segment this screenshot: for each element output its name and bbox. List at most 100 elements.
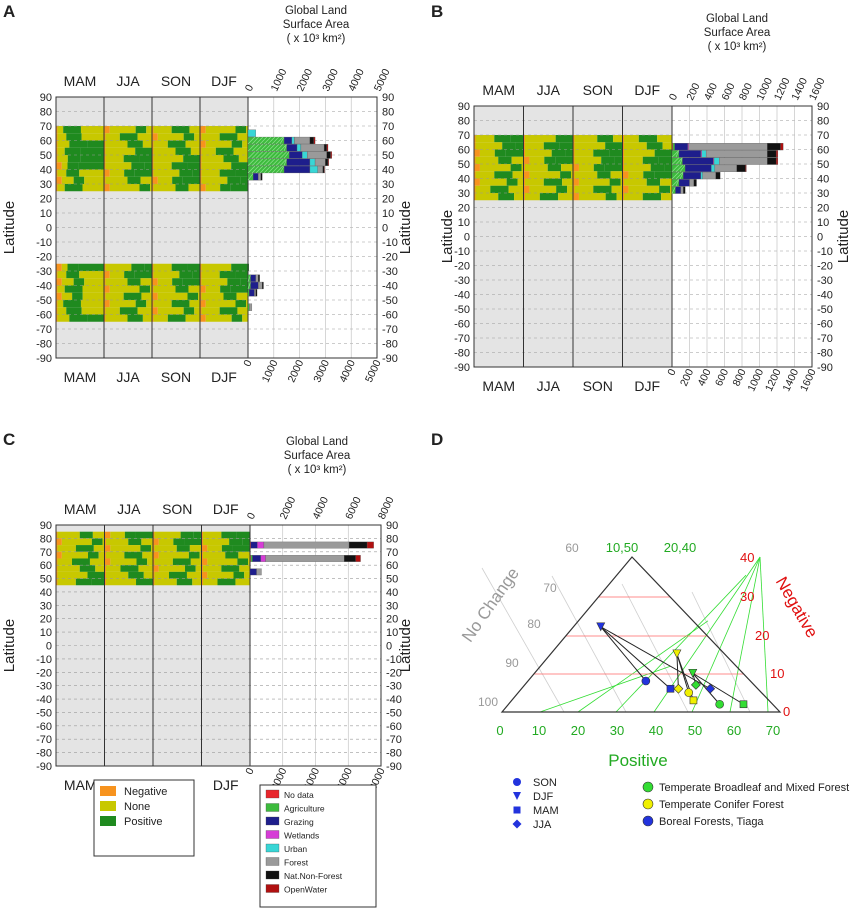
agriculture-hatch [271, 144, 280, 152]
change-none-cell [61, 176, 74, 184]
change-none-cell [558, 193, 573, 201]
change-negative-cell [56, 271, 58, 279]
change-positive-cell [490, 185, 509, 193]
change-none-cell [242, 538, 250, 546]
area-bar-segment-wetlands [257, 541, 265, 549]
change-none-cell [201, 271, 220, 279]
change-negative-cell [474, 185, 476, 193]
change-negative-cell [152, 314, 154, 322]
change-none-cell [142, 140, 152, 148]
latitude-tick-left: 20 [40, 614, 52, 626]
change-none-cell [529, 156, 545, 164]
legend-season-label: MAM [533, 805, 559, 817]
change-none-cell [230, 285, 248, 293]
change-none-cell [475, 193, 499, 201]
agriculture-hatch [259, 136, 268, 145]
change-none-cell [153, 147, 176, 155]
legend-landcover-box [259, 784, 377, 908]
agriculture-hatch [271, 165, 280, 174]
area-bar-segment-agriculture [671, 164, 686, 172]
agriculture-hatch [271, 151, 280, 159]
area-tick-top: 4000 [310, 495, 331, 521]
change-none-cell [140, 278, 152, 286]
change-none-cell [670, 185, 672, 193]
change-negative-cell [56, 300, 58, 308]
change-none-cell [79, 271, 104, 279]
change-none-cell [57, 545, 76, 552]
change-positive-cell [646, 142, 663, 150]
change-negative-cell [56, 538, 62, 546]
change-negative-cell [200, 278, 202, 286]
change-none-cell [109, 184, 140, 192]
change-none-cell [623, 142, 647, 150]
area-tick-bottom: 2000 [286, 358, 307, 384]
area-tick-bottom: 5000 [363, 358, 384, 384]
change-none-cell [141, 292, 152, 300]
agriculture-hatch [283, 151, 290, 159]
change-negative-cell [104, 285, 110, 293]
legend-season-label: JJA [533, 819, 552, 831]
change-negative-cell [200, 147, 202, 155]
change-none-cell [93, 545, 105, 552]
area-bar-segment-nat-non-forest [255, 289, 258, 297]
latitude-tick-left: -70 [454, 333, 470, 345]
ternary-point-temperate-broadleaf-son [715, 699, 724, 709]
change-none-cell [246, 126, 248, 134]
latitude-tick-left: -50 [454, 304, 470, 316]
change-none-cell [109, 169, 125, 177]
change-none-cell [150, 184, 152, 192]
change-negative-cell [152, 278, 158, 286]
latitude-tick-left: -60 [36, 721, 52, 733]
change-none-cell [57, 133, 67, 141]
change-none-cell [515, 142, 524, 150]
change-positive-cell [73, 176, 85, 184]
change-none-cell [57, 565, 80, 572]
area-bar-segment-forest [688, 143, 768, 151]
latitude-tick-left: 60 [40, 136, 52, 148]
ternary-positive-tick: 10 [532, 723, 546, 738]
change-none-cell [184, 538, 202, 546]
change-positive-cell [494, 135, 511, 143]
change-positive-cell [172, 558, 191, 566]
area-title-line: Global Land [286, 436, 348, 448]
latitude-tick-right: 90 [382, 92, 394, 104]
agriculture-hatch [255, 144, 264, 152]
change-negative-cell [56, 184, 58, 192]
change-positive-cell [64, 184, 83, 192]
panel-b: 90 90 80 80 70 70 60 60 50 50 40 40 30 30 20 20 10 10 0 0 -1… [431, 2, 852, 394]
area-bar-segment-openwater [330, 151, 332, 159]
agriculture-hatch [679, 164, 686, 173]
change-positive-cell [183, 155, 201, 163]
latitude-tick-left: -50 [36, 295, 52, 307]
area-title-line: ( x 10³ km²) [708, 41, 767, 53]
area-bar-segment-grazing [249, 568, 257, 576]
latitude-tick-right: 0 [817, 232, 823, 244]
change-none-cell [475, 185, 491, 193]
ternary-no-change-tick: 60 [565, 541, 579, 555]
change-positive-cell [171, 263, 188, 271]
change-positive-cell [136, 578, 154, 586]
change-negative-cell [523, 135, 525, 143]
change-none-cell [524, 149, 552, 157]
change-positive-cell [498, 156, 512, 164]
change-positive-cell [217, 578, 236, 586]
change-none-cell [147, 558, 153, 566]
change-none-cell [238, 551, 250, 559]
change-positive-cell [597, 171, 611, 179]
change-positive-cell [88, 551, 99, 559]
area-tick-bottom: 200 [678, 367, 696, 388]
change-none-cell [105, 565, 121, 572]
change-negative-cell [474, 135, 476, 143]
ternary-positive-tick: 0 [496, 723, 503, 738]
change-none-cell [57, 271, 67, 279]
change-none-cell [105, 307, 120, 315]
change-negative-cell [523, 156, 530, 164]
change-none-cell [57, 147, 65, 155]
area-bar-segment-forest [307, 151, 327, 159]
area-bar-segment-urban [302, 151, 308, 159]
change-none-cell [187, 162, 200, 170]
ternary-negative-tick: 40 [740, 550, 754, 565]
area-bar-segment-grazing [678, 179, 690, 187]
ternary-connector [692, 672, 744, 705]
latitude-tick-left: 70 [458, 130, 470, 142]
